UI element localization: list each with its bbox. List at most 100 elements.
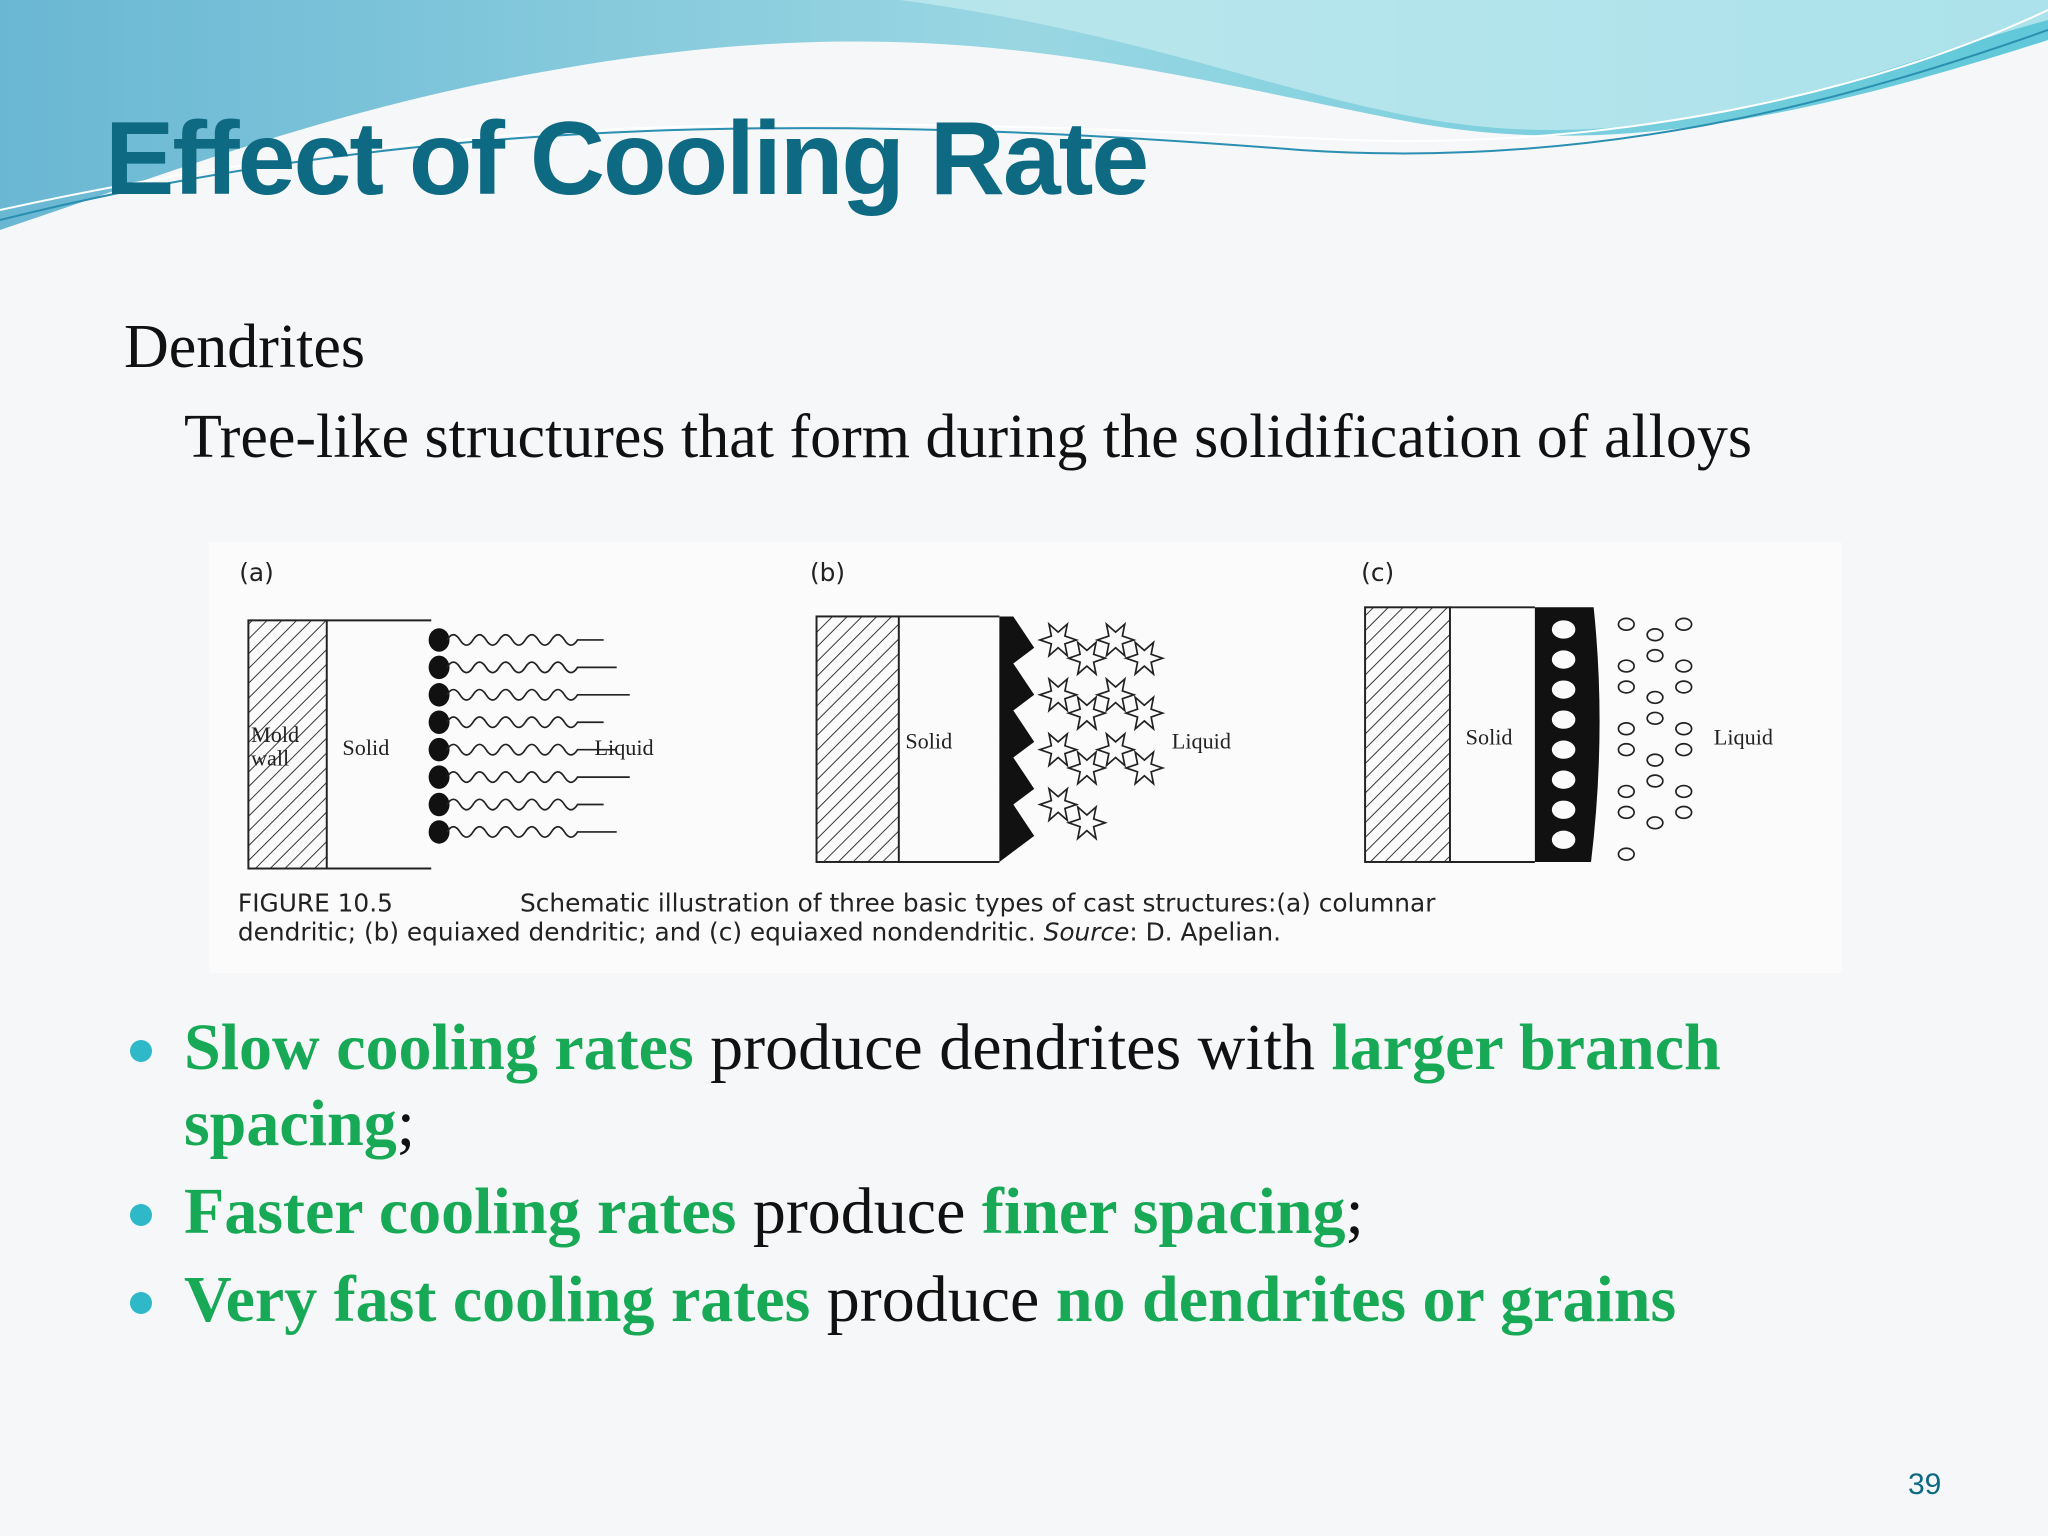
caption-source: : D. Apelian. [1129,917,1281,946]
grain [1646,816,1664,830]
grain [1617,659,1635,673]
bullet-text: ; [396,1087,416,1160]
bullet-list: Slow cooling rates produce dendrites wit… [130,1010,1930,1350]
figure-label: Liquid [1172,728,1231,753]
panel-tag: (c) [1361,558,1394,587]
dendrite-arm [446,688,630,701]
dendrite-root [428,820,450,844]
grain [1675,742,1693,757]
emphasis-text: finer spacing [981,1175,1346,1248]
grain [1646,628,1664,642]
grain [1617,722,1635,736]
grain [1617,742,1635,757]
solid-region [898,615,1000,863]
mold-wall [1364,606,1451,863]
solid-region [1449,606,1535,863]
dendrite-root [428,628,450,652]
equiaxed-grain [1123,640,1166,677]
emphasis-text: Very fast cooling rates [184,1263,811,1336]
solid-cell [1551,710,1576,729]
bullet: Very fast cooling rates produce no dendr… [130,1262,1930,1338]
dendrite-arm [446,798,604,811]
grain [1617,784,1635,799]
panel-tag: (b) [810,558,845,587]
grain [1617,805,1635,820]
solid-region [326,619,432,870]
emphasis-text: Slow cooling rates [184,1011,694,1084]
figure-label: Mold [251,722,299,747]
grain [1675,805,1693,820]
dendrite-root [428,765,450,789]
emphasis-text: no dendrites or grains [1055,1263,1677,1336]
dendrite-root [428,655,450,680]
dendrite-arm [446,661,617,674]
equiaxed-grain [1037,621,1080,659]
dendrite-arm [446,716,604,729]
equiaxed-grain [1094,621,1137,659]
solid-cell [1551,650,1576,669]
equiaxed-grain [1094,731,1137,768]
panel-tag: (a) [239,558,274,587]
dendrite-arm [446,743,617,756]
grain [1675,722,1693,736]
equiaxed-grain [1065,804,1108,841]
caption-text: dendritic; (b) equiaxed dendritic; and (… [238,917,1036,946]
definition: Tree-like structures that form during th… [184,403,1753,471]
grain [1646,648,1664,663]
dendrite-root [428,683,450,707]
grain [1675,659,1693,673]
dendrite-root [428,710,450,734]
heading: Dendrites [124,313,366,381]
solid-cell [1551,620,1576,639]
emphasis-text: larger branch spacing [184,1011,1721,1160]
solid-cell [1551,740,1576,759]
solid-cell [1551,770,1576,789]
figure-label: Liquid [1714,724,1773,749]
equiaxed-grain [1123,695,1166,732]
equiaxed-grain [1094,676,1137,713]
grain [1646,711,1664,726]
caption-number: FIGURE 10.5 [238,889,393,918]
dendrite-arm [446,633,604,647]
caption-line: Schematic illustration of three basic ty… [520,889,1436,918]
grain [1617,680,1635,694]
emphasis-text: Faster cooling rates [184,1175,737,1248]
equiaxed-grain [1065,695,1108,732]
bullet-text: ; [1345,1175,1364,1248]
solid-cell [1551,800,1576,819]
mold-wall [815,615,900,863]
grain [1617,847,1635,861]
equiaxed-grain [1065,749,1108,787]
grain [1675,680,1693,694]
figure-label: wall [251,745,289,770]
equiaxed-grain [1065,640,1108,677]
dendrite-root [428,737,450,762]
solid-cell [1551,830,1576,849]
figure-label: Liquid [595,735,654,760]
slide-title: Effect of Cooling Rate [105,101,1149,217]
mold-wall [247,619,328,870]
solid-front [1534,607,1600,862]
grain [1646,774,1664,788]
figure-label: Solid [342,735,389,760]
dendrite-arm [446,771,630,784]
figure-label: Solid [1466,724,1513,749]
header-waves [0,0,2048,230]
bullet-text: produce [810,1263,1056,1336]
equiaxed-grain [1037,731,1080,768]
equiaxed-grain [1037,786,1080,823]
bullet: Faster cooling rates produce finer spaci… [130,1174,1930,1250]
grain [1675,617,1693,632]
solid-cell [1551,680,1576,699]
dendrite-root [428,792,450,817]
equiaxed-grain [1123,749,1166,787]
caption-source-label: Source [1044,917,1130,946]
bullet: Slow cooling rates produce dendrites wit… [130,1010,1930,1162]
dendrite-arm [446,825,617,839]
grain [1675,784,1693,799]
grain [1646,690,1664,705]
bullet-text: produce [736,1175,982,1248]
page-number: 39 [1908,1468,1942,1501]
